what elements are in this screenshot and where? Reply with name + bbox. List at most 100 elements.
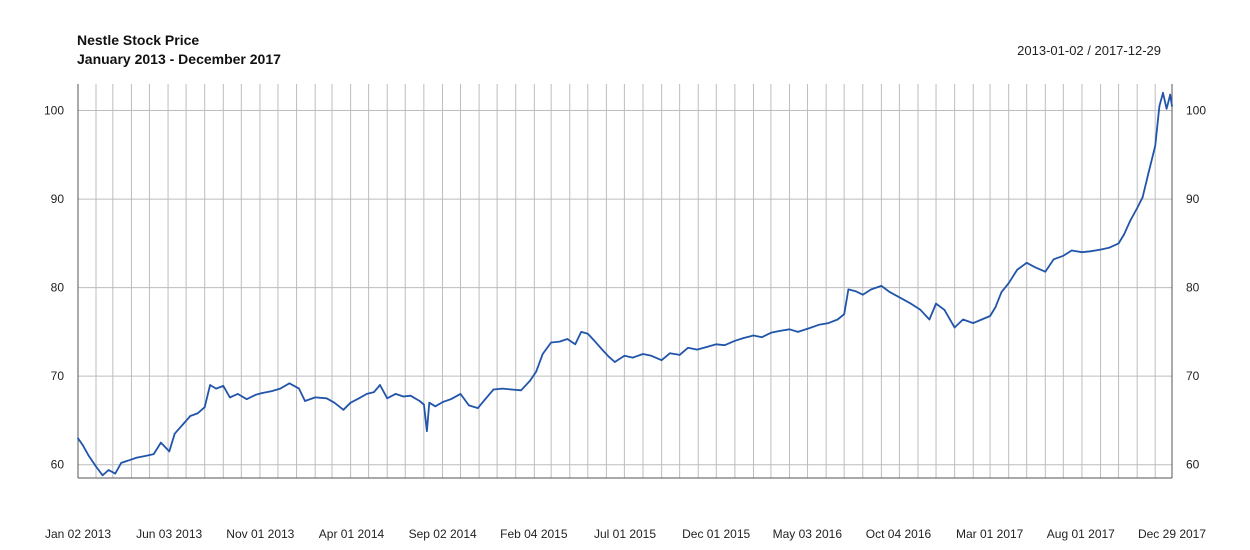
data-point — [215, 387, 217, 390]
data-point — [854, 290, 857, 292]
data-point — [989, 315, 991, 317]
data-point — [928, 318, 931, 321]
data-point — [705, 346, 708, 348]
data-point — [861, 293, 864, 296]
chart-title: Nestle Stock Price — [77, 32, 200, 48]
data-point — [761, 336, 763, 339]
data-point — [1169, 93, 1171, 96]
data-point — [1136, 207, 1138, 209]
data-point — [333, 401, 336, 404]
data-point — [788, 328, 791, 331]
data-point — [1108, 246, 1110, 249]
data-point — [541, 353, 544, 355]
data-point — [1171, 105, 1173, 107]
data-point — [910, 302, 912, 305]
data-point — [687, 347, 689, 349]
data-point — [468, 404, 470, 407]
data-point — [120, 462, 123, 464]
x-tick-label: Mar 01 2017 — [956, 527, 1024, 541]
data-point — [847, 288, 850, 291]
data-point — [870, 288, 872, 291]
data-point — [1044, 270, 1047, 273]
data-point — [818, 324, 820, 326]
data-point — [972, 322, 975, 324]
x-tick-label: Jul 01 2015 — [594, 527, 656, 541]
data-point — [580, 331, 582, 333]
data-point — [386, 397, 389, 400]
x-tick-label: Sep 02 2014 — [409, 527, 477, 541]
data-point — [1165, 107, 1168, 110]
data-point — [501, 387, 504, 390]
data-point — [607, 355, 610, 358]
data-point — [797, 331, 799, 333]
data-point — [669, 352, 671, 354]
data-point — [778, 330, 781, 332]
data-point — [586, 332, 589, 335]
data-point — [245, 398, 248, 401]
data-point — [843, 313, 845, 316]
data-point — [880, 285, 883, 287]
data-point — [888, 291, 891, 293]
data-point — [270, 390, 273, 393]
data-point — [189, 415, 192, 417]
data-point — [660, 359, 663, 362]
data-point — [1162, 92, 1164, 94]
data-point — [1070, 249, 1073, 252]
data-point — [209, 384, 211, 386]
data-point — [373, 391, 375, 393]
data-point — [492, 388, 495, 391]
data-point — [349, 401, 352, 404]
data-point — [770, 331, 772, 334]
data-point — [827, 322, 830, 324]
data-point — [715, 343, 718, 346]
y-tick-label-left: 60 — [51, 458, 65, 472]
data-point — [366, 393, 368, 395]
data-point — [962, 318, 964, 321]
data-point — [943, 308, 946, 311]
data-point — [101, 474, 104, 477]
data-point — [254, 393, 257, 396]
data-point — [678, 354, 681, 356]
data-point — [483, 399, 486, 401]
data-point — [510, 388, 513, 391]
data-point — [1141, 196, 1144, 199]
data-point — [1147, 171, 1150, 174]
data-point — [742, 337, 745, 339]
data-point — [325, 397, 328, 400]
data-point — [529, 379, 531, 382]
y-tick-label-left: 100 — [44, 104, 64, 118]
data-point — [752, 334, 755, 337]
data-point — [535, 370, 537, 373]
price-series-line — [77, 92, 1173, 477]
x-tick-label: Jan 02 2013 — [45, 527, 111, 541]
data-point — [426, 430, 428, 432]
data-point — [288, 382, 291, 385]
y-tick-label-left: 90 — [51, 192, 65, 206]
y-tick-label-right: 80 — [1186, 281, 1200, 295]
data-point — [980, 318, 983, 321]
data-point — [836, 318, 839, 321]
data-point — [953, 326, 956, 329]
data-point — [229, 396, 231, 399]
data-point — [168, 450, 171, 453]
data-point — [1052, 258, 1055, 261]
data-point — [379, 384, 381, 386]
data-point — [550, 341, 552, 344]
x-tick-label: Nov 01 2013 — [226, 527, 294, 541]
data-point — [1129, 220, 1131, 223]
data-point — [900, 297, 903, 300]
data-point — [203, 406, 206, 408]
data-point — [450, 398, 452, 401]
x-tick-label: Oct 04 2016 — [866, 527, 932, 541]
data-point — [152, 453, 155, 455]
data-point — [601, 348, 603, 351]
data-point — [181, 424, 184, 426]
data-point — [82, 444, 84, 447]
data-point — [1154, 145, 1156, 147]
data-point — [196, 412, 199, 415]
y-tick-label-left: 70 — [51, 369, 65, 383]
data-point — [236, 393, 239, 395]
chart-subtitle: January 2013 - December 2017 — [77, 51, 281, 67]
x-tick-label: Aug 01 2017 — [1047, 527, 1115, 541]
data-point — [298, 387, 300, 390]
